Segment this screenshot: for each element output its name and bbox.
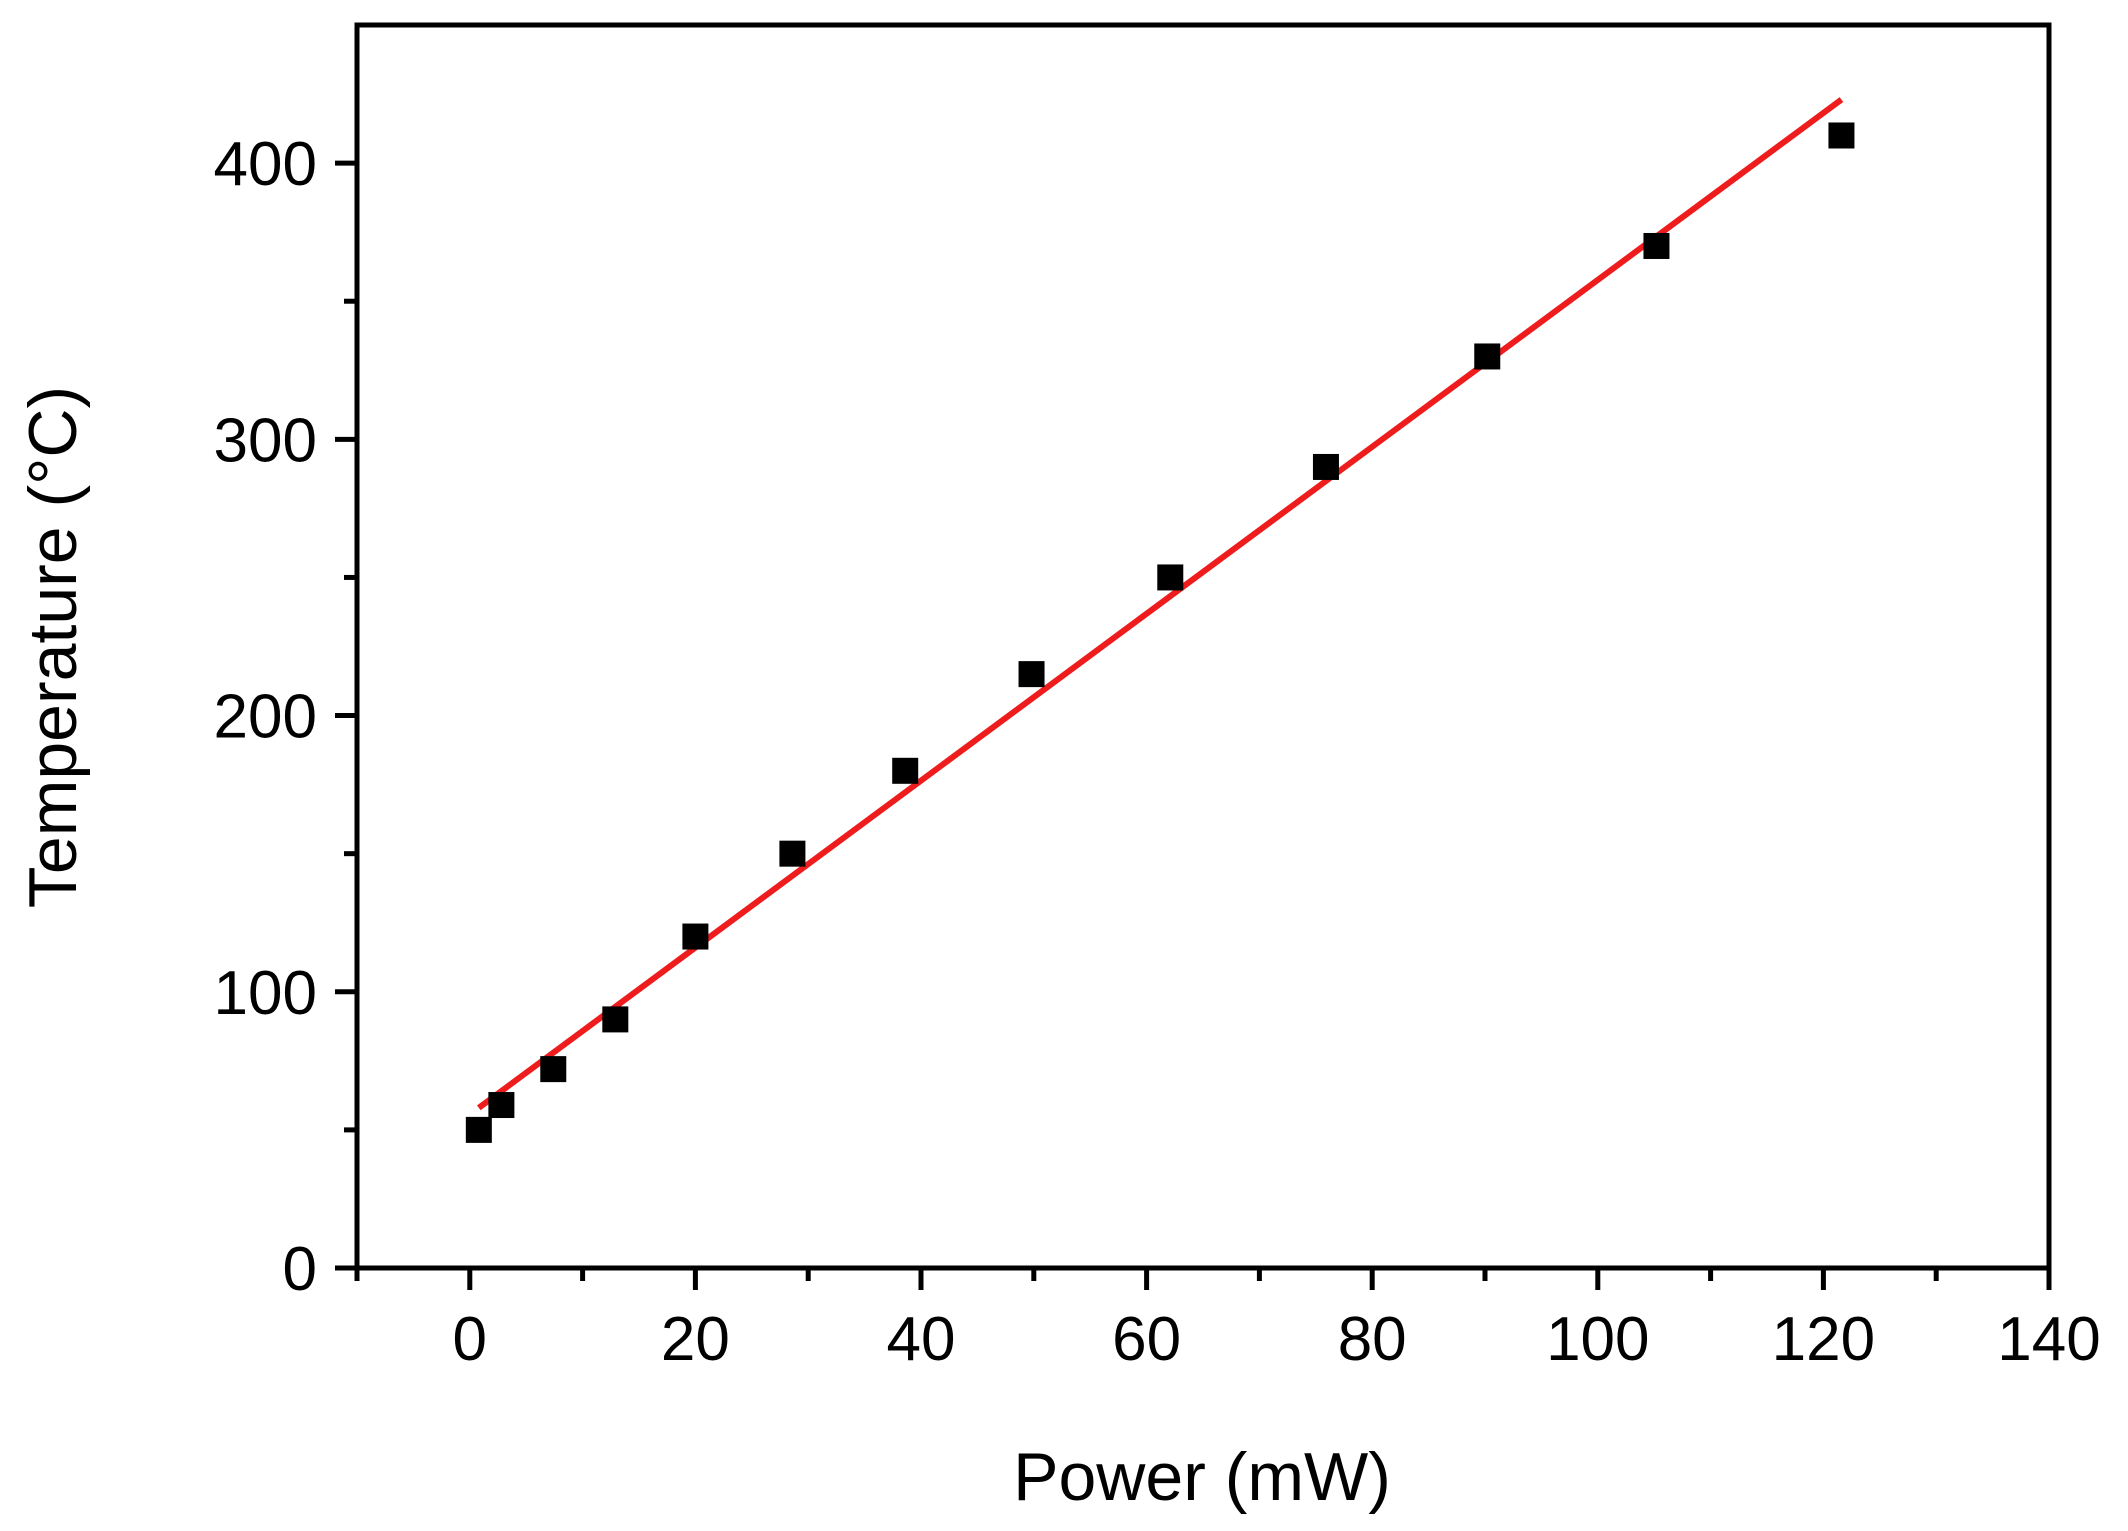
data-point xyxy=(602,1006,629,1033)
data-point xyxy=(1828,122,1855,149)
data-point xyxy=(682,923,709,950)
data-point xyxy=(488,1092,515,1119)
x-tick-labels: 0 20 40 60 80 100 120 140 xyxy=(453,1305,2101,1374)
y-tick-label: 100 xyxy=(214,959,317,1028)
y-tick-label: 300 xyxy=(214,406,317,475)
data-point xyxy=(1312,453,1339,480)
x-tick-label: 0 xyxy=(453,1305,487,1374)
fit-line xyxy=(477,97,1844,1111)
y-tick-label: 200 xyxy=(214,683,317,752)
plot-frame xyxy=(354,22,2052,1271)
y-tick-labels: 0 100 200 300 400 xyxy=(214,130,317,1304)
x-tick-label: 100 xyxy=(1546,1305,1649,1374)
y-tick-label: 400 xyxy=(214,130,317,199)
data-points xyxy=(465,122,1855,1143)
data-point xyxy=(1018,661,1045,688)
axis-ticks xyxy=(335,160,2052,1290)
x-tick-label: 20 xyxy=(661,1305,730,1374)
data-point xyxy=(1157,564,1184,591)
x-tick-label: 60 xyxy=(1112,1305,1181,1374)
x-tick-label: 140 xyxy=(1997,1305,2100,1374)
x-tick-label: 40 xyxy=(887,1305,956,1374)
data-point xyxy=(892,757,919,784)
data-point xyxy=(465,1116,492,1143)
y-tick-label: 0 xyxy=(283,1235,317,1304)
data-point xyxy=(779,840,806,867)
data-point xyxy=(540,1056,567,1083)
x-tick-label: 120 xyxy=(1772,1305,1875,1374)
x-axis-title: Power (mW) xyxy=(1013,1439,1391,1515)
y-axis-title: Temperature (°C) xyxy=(15,386,91,908)
x-tick-label: 80 xyxy=(1338,1305,1407,1374)
data-point xyxy=(1474,343,1501,370)
fit-line-group xyxy=(477,97,1844,1111)
data-point xyxy=(1643,232,1670,259)
